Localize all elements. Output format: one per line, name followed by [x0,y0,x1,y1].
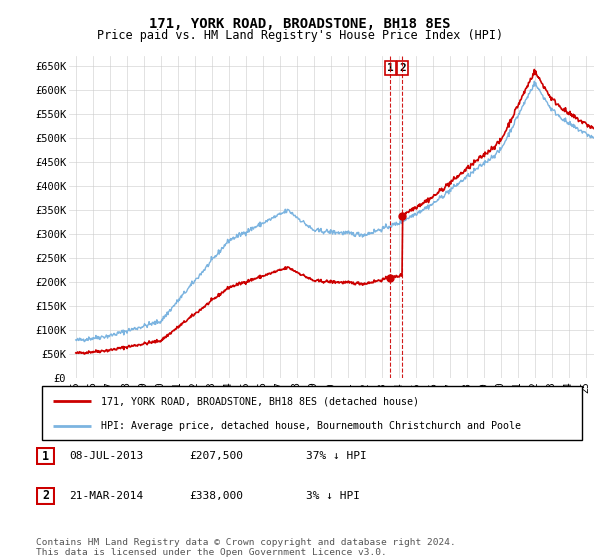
Text: 37% ↓ HPI: 37% ↓ HPI [306,451,367,461]
Text: 2: 2 [42,489,49,502]
Text: 171, YORK ROAD, BROADSTONE, BH18 8ES: 171, YORK ROAD, BROADSTONE, BH18 8ES [149,17,451,31]
Text: HPI: Average price, detached house, Bournemouth Christchurch and Poole: HPI: Average price, detached house, Bour… [101,421,521,431]
Text: 2: 2 [399,63,406,73]
Text: Price paid vs. HM Land Registry's House Price Index (HPI): Price paid vs. HM Land Registry's House … [97,29,503,42]
Text: 1: 1 [42,450,49,463]
Text: Contains HM Land Registry data © Crown copyright and database right 2024.
This d: Contains HM Land Registry data © Crown c… [36,538,456,557]
Text: 171, YORK ROAD, BROADSTONE, BH18 8ES (detached house): 171, YORK ROAD, BROADSTONE, BH18 8ES (de… [101,396,419,407]
Text: 08-JUL-2013: 08-JUL-2013 [69,451,143,461]
Text: 21-MAR-2014: 21-MAR-2014 [69,491,143,501]
Text: £207,500: £207,500 [189,451,243,461]
Text: 1: 1 [387,63,394,73]
Text: £338,000: £338,000 [189,491,243,501]
Text: 3% ↓ HPI: 3% ↓ HPI [306,491,360,501]
